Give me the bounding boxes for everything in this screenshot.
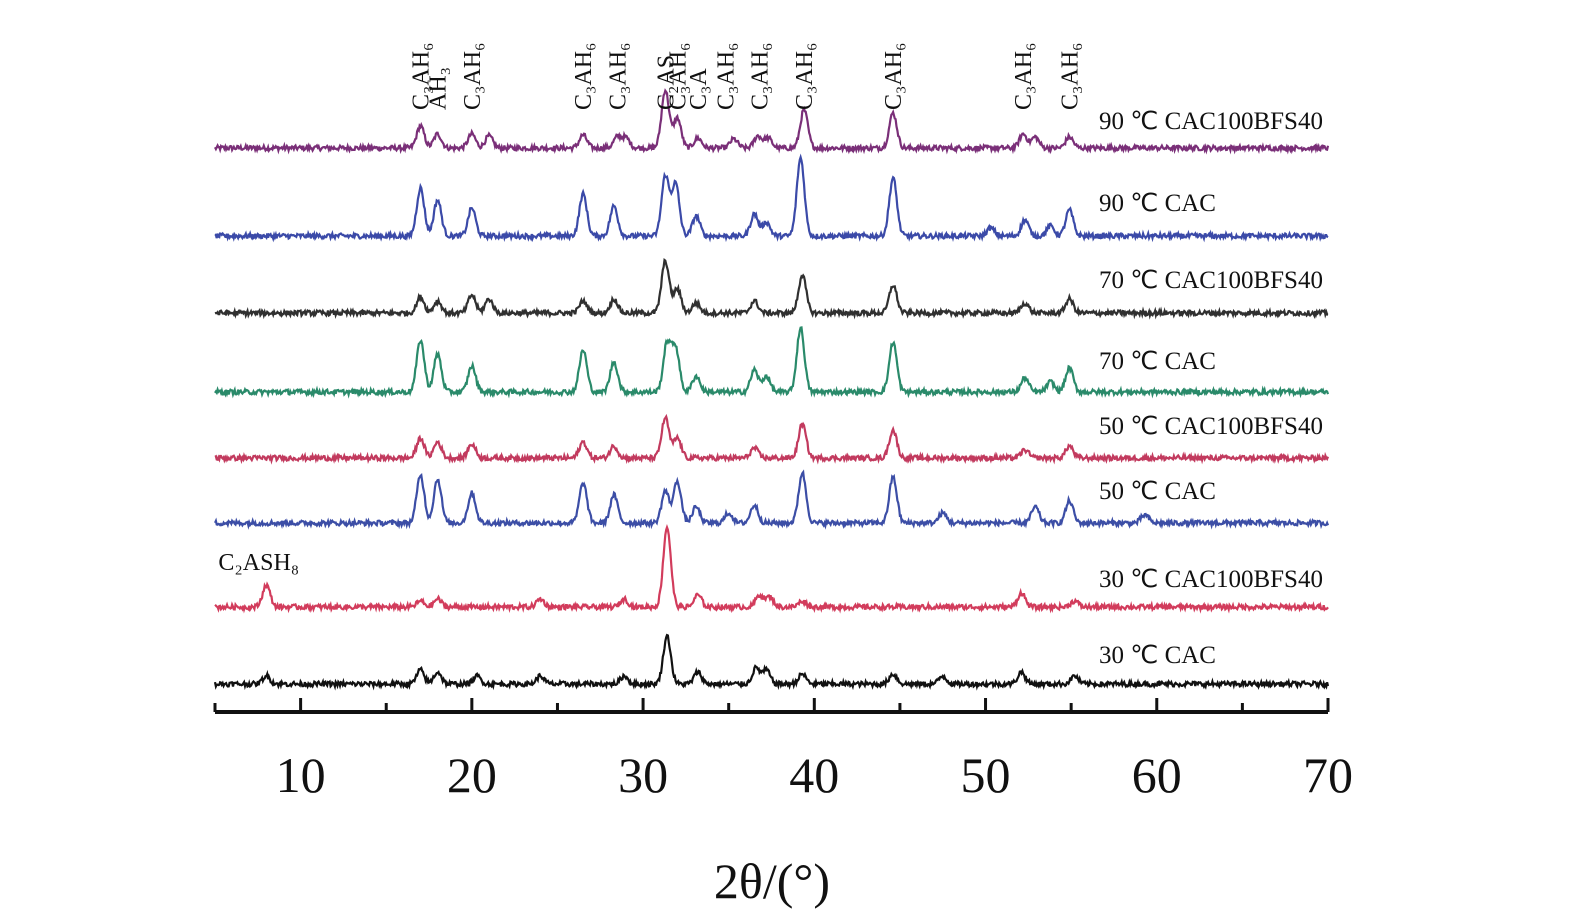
series-label: 90 ℃ CAC100BFS40 [1099,108,1323,135]
peak-label: C₃AH₆ [409,43,435,110]
x-tick-label: 60 [1132,747,1182,803]
series-line [214,469,1330,530]
x-tick-label: 30 [618,747,668,803]
x-tick-label: 10 [276,747,326,803]
series-label: 70 ℃ CAC100BFS40 [1099,267,1323,294]
series-line [214,257,1329,320]
series-labels: 90 ℃ CAC100BFS40 90 ℃ CAC 70 ℃ CAC100BFS40… [1099,108,1323,669]
peak-label: C₃AH₆ [792,43,818,110]
series-label: 70 ℃ CAC [1099,348,1216,375]
series-line [213,633,1330,691]
series-line [214,413,1330,465]
peak-label: C₃AH₆ [571,43,597,110]
peak-label: C₂AS [653,55,679,110]
peak-label: C₃AH₆ [881,43,907,110]
series-label: 90 ℃ CAC [1099,190,1216,217]
series-line [214,153,1329,243]
peak-label: C₃AH₆ [1057,43,1083,110]
peak-label: C₃AH₆ [605,43,631,110]
peak-label: C₃A [686,68,712,110]
peak-label: C₂ASH₈ [218,550,299,576]
series-label: 50 ℃ CAC100BFS40 [1099,413,1323,440]
series-traces [213,88,1330,691]
x-tick-label: 20 [447,747,497,803]
x-axis-ticks [213,698,1330,712]
series-label: 50 ℃ CAC [1099,478,1216,505]
peak-label: C₃AH₆ [1011,43,1037,110]
series-line [214,88,1330,155]
peak-label: C₃AH₆ [665,43,691,110]
peak-label: C₃AH₆ [460,43,486,110]
series-label: 30 ℃ CAC100BFS40 [1099,566,1323,593]
peak-label: AH₃ [426,67,452,110]
x-axis: 10 20 30 40 50 60 70 [213,698,1353,803]
x-axis-title: 2θ/(°) [714,853,830,909]
x-tick-label: 50 [961,747,1011,803]
series-label: 30 ℃ CAC [1099,642,1216,669]
peak-label: C₃AH₆ [713,43,739,110]
series-line [214,524,1329,614]
x-axis-tick-labels: 10 20 30 40 50 60 70 [276,747,1353,803]
series-line [214,326,1330,399]
x-tick-label: 70 [1303,747,1353,803]
x-tick-label: 40 [789,747,839,803]
peak-label: C₃AH₆ [748,43,774,110]
